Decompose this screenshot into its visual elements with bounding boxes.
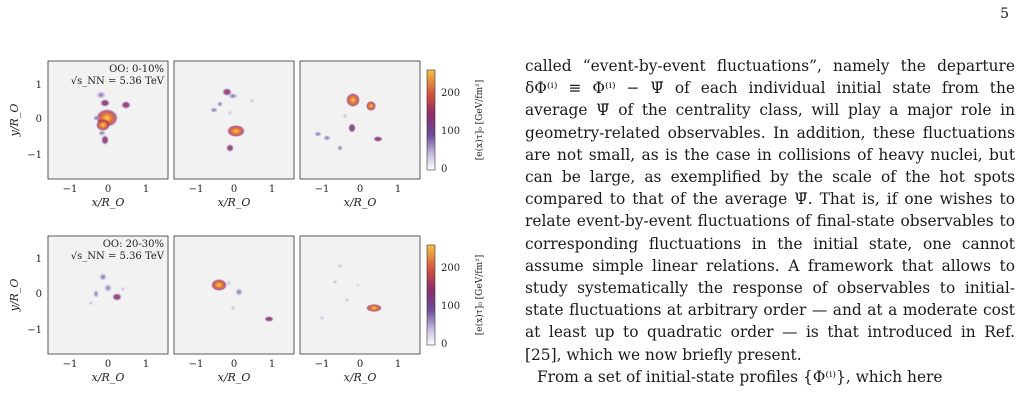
panel-r2-c1: [47, 235, 169, 355]
svg-text:0: 0: [441, 164, 447, 175]
svg-text:0: 0: [36, 114, 42, 125]
colorbar-label-r1: [e(x)τ]₀ [GeV/fm²]: [474, 80, 485, 160]
y-ticks-r2: 1 0 −1: [27, 254, 42, 336]
svg-text:200: 200: [441, 88, 460, 99]
svg-text:x/R_O: x/R_O: [92, 371, 125, 384]
svg-text:−1: −1: [27, 150, 42, 161]
svg-text:x/R_O: x/R_O: [92, 196, 125, 209]
svg-text:100: 100: [441, 301, 460, 312]
colorbar-r1: [426, 69, 436, 171]
svg-text:x/R_O: x/R_O: [344, 371, 377, 384]
x-axis-labels: x/R_O x/R_O x/R_O x/R_O x/R_O x/R_O: [92, 196, 377, 384]
svg-text:1: 1: [269, 184, 275, 195]
panel-r1-c2: [173, 60, 295, 180]
svg-text:−1: −1: [189, 359, 204, 370]
panel-r2-c3: [299, 235, 421, 355]
hotspots-r1-c2: [210, 88, 255, 152]
hotspots-r1-c3: [314, 93, 383, 151]
svg-text:−1: −1: [189, 184, 204, 195]
svg-text:0: 0: [105, 359, 111, 370]
annotation-r2-line1: OO: 20-30%: [103, 239, 164, 250]
y-axis-label-r2: y/R_O: [8, 279, 21, 313]
svg-text:1: 1: [36, 254, 42, 265]
svg-text:1: 1: [269, 359, 275, 370]
svg-text:1: 1: [395, 359, 401, 370]
page-number: 5: [1000, 6, 1009, 22]
svg-text:−1: −1: [315, 184, 330, 195]
y-ticks-r1: 1 0 −1: [27, 80, 42, 161]
heatmap-grid: OO: 0-10% √s_NN = 5.36 TeV OO: 20-30% √s…: [8, 60, 485, 384]
hotspots-r2-c1: [88, 273, 126, 306]
svg-text:1: 1: [36, 80, 42, 91]
svg-text:0: 0: [357, 184, 363, 195]
figure: OO: 0-10% √s_NN = 5.36 TeV OO: 20-30% √s…: [0, 0, 510, 408]
colorbar-label-r2: [e(x)τ]₀ [GeV/fm²]: [474, 255, 485, 335]
svg-text:x/R_O: x/R_O: [344, 196, 377, 209]
svg-text:−1: −1: [63, 184, 78, 195]
svg-text:−1: −1: [63, 359, 78, 370]
svg-text:200: 200: [441, 263, 460, 274]
svg-text:100: 100: [441, 126, 460, 137]
hotspots-r2-c2: [211, 279, 274, 322]
svg-text:1: 1: [143, 184, 149, 195]
hotspots-r2-c3: [319, 263, 382, 321]
colorbar-r2: [426, 244, 436, 346]
svg-text:−1: −1: [27, 325, 42, 336]
svg-text:0: 0: [36, 289, 42, 300]
svg-text:x/R_O: x/R_O: [218, 196, 251, 209]
annotation-r2-line2: √s_NN = 5.36 TeV: [71, 251, 165, 262]
y-axis-label-r1: y/R_O: [8, 104, 21, 138]
svg-text:x/R_O: x/R_O: [218, 371, 251, 384]
svg-text:0: 0: [441, 339, 447, 350]
hotspots-r1-c1: [93, 91, 131, 145]
colorbar-ticks: 200 100 0 200 100 0: [441, 88, 460, 350]
svg-text:0: 0: [231, 184, 237, 195]
panel-r2-c2: [173, 235, 295, 355]
svg-text:0: 0: [231, 359, 237, 370]
svg-text:1: 1: [395, 184, 401, 195]
annotation-r1-line1: OO: 0-10%: [109, 64, 164, 75]
svg-text:−1: −1: [315, 359, 330, 370]
paragraph-1: called “event-by-event fluctuations”, na…: [525, 57, 1015, 364]
body-text: called “event-by-event fluctuations”, na…: [525, 55, 1015, 388]
svg-text:1: 1: [143, 359, 149, 370]
panel-r1-c3: [299, 60, 421, 180]
svg-text:0: 0: [357, 359, 363, 370]
x-ticks: −1 0 1 −1 0 1 −1 0 1 −1 0 1 −1 0 1 −1 0 1: [63, 184, 402, 370]
paragraph-2: From a set of initial-state profiles {Φ⁽…: [537, 367, 943, 386]
annotation-r1-line2: √s_NN = 5.36 TeV: [71, 76, 165, 87]
svg-text:0: 0: [105, 184, 111, 195]
